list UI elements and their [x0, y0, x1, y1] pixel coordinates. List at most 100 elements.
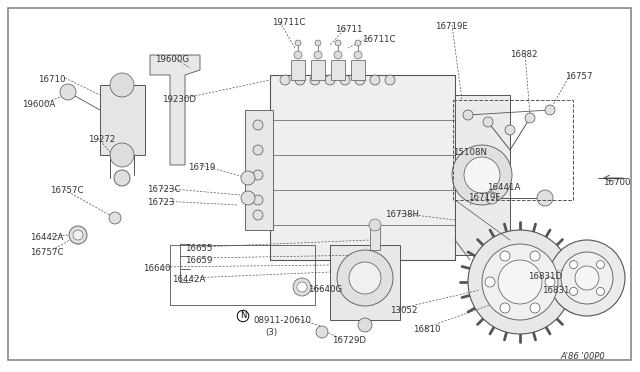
Ellipse shape: [109, 212, 121, 224]
Ellipse shape: [110, 73, 134, 97]
Bar: [311, 60, 325, 80]
Ellipse shape: [505, 125, 515, 135]
Ellipse shape: [549, 240, 625, 316]
Text: 16640G: 16640G: [308, 285, 342, 294]
Ellipse shape: [253, 145, 263, 155]
Ellipse shape: [464, 157, 500, 193]
Text: 16719: 16719: [188, 163, 216, 172]
Polygon shape: [150, 55, 200, 165]
Ellipse shape: [485, 277, 495, 287]
Ellipse shape: [545, 277, 555, 287]
Text: 16723: 16723: [147, 198, 175, 207]
Text: 16757C: 16757C: [50, 186, 83, 195]
Ellipse shape: [340, 75, 350, 85]
Text: 15108N: 15108N: [453, 148, 487, 157]
Ellipse shape: [500, 303, 510, 313]
Ellipse shape: [530, 251, 540, 261]
Ellipse shape: [570, 260, 577, 269]
Text: 16640: 16640: [143, 264, 170, 273]
Ellipse shape: [325, 75, 335, 85]
Text: 16441A: 16441A: [487, 183, 520, 192]
Bar: [291, 60, 305, 80]
Ellipse shape: [253, 120, 263, 130]
Ellipse shape: [596, 260, 604, 269]
Text: 16659: 16659: [185, 256, 212, 265]
Ellipse shape: [530, 303, 540, 313]
Ellipse shape: [358, 318, 372, 332]
Ellipse shape: [297, 282, 307, 292]
Ellipse shape: [316, 326, 328, 338]
Bar: [453, 100, 573, 200]
Text: 19272: 19272: [88, 135, 115, 144]
Ellipse shape: [468, 230, 572, 334]
Ellipse shape: [295, 75, 305, 85]
Text: 19230D: 19230D: [162, 95, 196, 104]
Text: 16655: 16655: [185, 244, 212, 253]
Ellipse shape: [314, 51, 322, 59]
Ellipse shape: [570, 288, 577, 295]
Ellipse shape: [253, 170, 263, 180]
Ellipse shape: [335, 40, 341, 46]
Text: 16700: 16700: [603, 178, 630, 187]
Text: 16719F: 16719F: [468, 193, 500, 202]
Ellipse shape: [463, 110, 473, 120]
Text: 16442A: 16442A: [172, 275, 205, 284]
Text: 16711: 16711: [335, 25, 362, 34]
Ellipse shape: [498, 260, 542, 304]
Text: 16757C: 16757C: [30, 248, 63, 257]
Text: 16710: 16710: [38, 75, 65, 84]
Text: 16810: 16810: [413, 325, 440, 334]
Text: 16442A: 16442A: [30, 233, 63, 242]
Text: (3): (3): [265, 328, 277, 337]
Ellipse shape: [545, 105, 555, 115]
Ellipse shape: [486, 192, 498, 204]
Ellipse shape: [355, 75, 365, 85]
Text: 08911-20610: 08911-20610: [253, 316, 311, 325]
Ellipse shape: [354, 51, 362, 59]
Text: A'86 '00P0: A'86 '00P0: [560, 352, 605, 361]
Ellipse shape: [114, 170, 130, 186]
Text: 16729D: 16729D: [332, 336, 366, 345]
Ellipse shape: [500, 251, 510, 261]
Ellipse shape: [561, 252, 613, 304]
Text: 19600G: 19600G: [155, 55, 189, 64]
Text: 16831: 16831: [542, 286, 570, 295]
Text: 16738H: 16738H: [385, 210, 419, 219]
Text: 16757: 16757: [565, 72, 593, 81]
Bar: [100, 85, 145, 155]
Ellipse shape: [253, 210, 263, 220]
Ellipse shape: [575, 266, 599, 290]
Ellipse shape: [280, 75, 290, 85]
Ellipse shape: [110, 143, 134, 167]
Ellipse shape: [337, 250, 393, 306]
Ellipse shape: [452, 145, 512, 205]
Text: 16831D: 16831D: [528, 272, 562, 281]
Ellipse shape: [310, 75, 320, 85]
Ellipse shape: [483, 117, 493, 127]
Ellipse shape: [241, 171, 255, 185]
Ellipse shape: [241, 191, 255, 205]
Ellipse shape: [482, 244, 558, 320]
Ellipse shape: [596, 288, 604, 295]
Ellipse shape: [369, 219, 381, 231]
Text: 19711C: 19711C: [272, 18, 305, 27]
Ellipse shape: [355, 40, 361, 46]
Ellipse shape: [73, 230, 83, 240]
Text: 16719E: 16719E: [435, 22, 468, 31]
Ellipse shape: [537, 190, 553, 206]
Text: 19600A: 19600A: [22, 100, 55, 109]
Ellipse shape: [293, 278, 311, 296]
Bar: [245, 110, 273, 230]
Bar: [351, 60, 365, 80]
Text: 16723C: 16723C: [147, 185, 180, 194]
Text: N: N: [240, 311, 246, 321]
Ellipse shape: [370, 75, 380, 85]
Text: 16711C: 16711C: [362, 35, 396, 44]
Ellipse shape: [525, 113, 535, 123]
Bar: [331, 60, 345, 80]
Text: 13052: 13052: [390, 306, 417, 315]
Ellipse shape: [315, 40, 321, 46]
Ellipse shape: [385, 75, 395, 85]
Bar: [170, 245, 315, 305]
Ellipse shape: [69, 226, 87, 244]
